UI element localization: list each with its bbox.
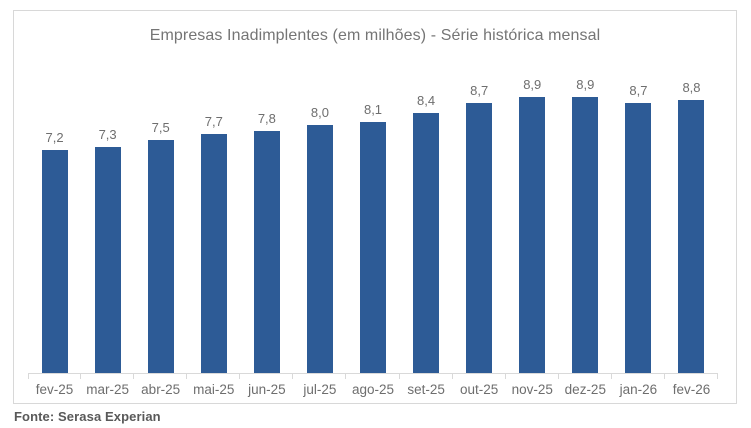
bar-value-label: 7,5	[151, 120, 170, 135]
x-axis-label: mar-25	[81, 374, 135, 403]
x-axis-label: fev-25	[28, 374, 82, 403]
bar	[94, 147, 121, 373]
bar-value-label: 7,3	[98, 127, 117, 142]
bar-column: 8,7	[612, 83, 665, 373]
source-note: Fonte: Serasa Experian	[14, 409, 161, 424]
x-axis-label: jan-26	[612, 374, 666, 403]
bar	[678, 100, 705, 373]
x-axis-label: jul-25	[293, 374, 347, 403]
bar	[253, 131, 280, 373]
x-axis-label: ago-25	[346, 374, 400, 403]
bar-value-label: 8,4	[417, 93, 436, 108]
x-axis-label: fev-26	[665, 374, 719, 403]
bar	[625, 103, 652, 373]
bar-value-label: 7,7	[204, 114, 223, 129]
chart-title: Empresas Inadimplentes (em milhões) - Sé…	[149, 27, 601, 44]
x-axis-label: mai-25	[187, 374, 241, 403]
bar-value-label: 8,1	[363, 102, 383, 117]
bar-column: 7,2	[28, 130, 81, 373]
bar-column: 8,0	[293, 105, 346, 373]
bar-column: 7,7	[187, 114, 240, 373]
x-axis-label: out-25	[453, 374, 506, 403]
bar	[572, 97, 599, 373]
bar	[200, 134, 227, 373]
bar-column: 8,8	[665, 80, 718, 373]
bar-column: 8,4	[400, 93, 453, 373]
bar-column: 7,8	[240, 111, 293, 373]
bar	[306, 125, 333, 373]
bar	[519, 97, 546, 373]
bar-value-label: 8,9	[523, 77, 542, 92]
bar-column: 8,9	[559, 77, 612, 373]
x-axis: fev-25 mar-25 abr-25 mai-25 jun-25 jul-25 ago-…	[28, 373, 719, 403]
bar	[413, 113, 440, 373]
bar-value-label: 7,2	[45, 130, 64, 145]
bar	[147, 140, 174, 373]
bar-column: 7,5	[134, 120, 187, 373]
x-axis-label: set-25	[400, 374, 453, 403]
chart-card: Empresas Inadimplentes (em milhões) - Sé…	[13, 10, 737, 404]
bar-value-label: 8,9	[576, 77, 595, 92]
bar-column: 7,3	[81, 127, 134, 373]
x-axis-label: abr-25	[134, 374, 188, 403]
bar-value-label: 8,7	[470, 83, 489, 98]
bar-column: 8,1	[346, 102, 399, 373]
bar-value-label: 8,0	[310, 105, 329, 120]
x-axis-label: nov-25	[506, 374, 559, 403]
bar-value-label: 8,8	[682, 80, 701, 95]
bar	[466, 103, 493, 373]
bar-value-label: 7,8	[257, 111, 276, 126]
bar	[360, 122, 386, 373]
bar-column: 8,9	[506, 77, 559, 373]
bar	[41, 150, 68, 373]
x-axis-label: dez-25	[559, 374, 612, 403]
bar-value-label: 8,7	[629, 83, 648, 98]
bars-row: 7,2 7,3 7,5 7,7 7,8 8,0 8,1 8,4 8,7 8,9 8,9 8,7 8,8	[28, 71, 718, 373]
x-axis-label: jun-25	[240, 374, 294, 403]
bar-column: 8,7	[453, 83, 506, 373]
plot-area: 7,2 7,3 7,5 7,7 7,8 8,0 8,1 8,4 8,7 8,9 8,9 8,7 8,8 …	[28, 71, 719, 403]
